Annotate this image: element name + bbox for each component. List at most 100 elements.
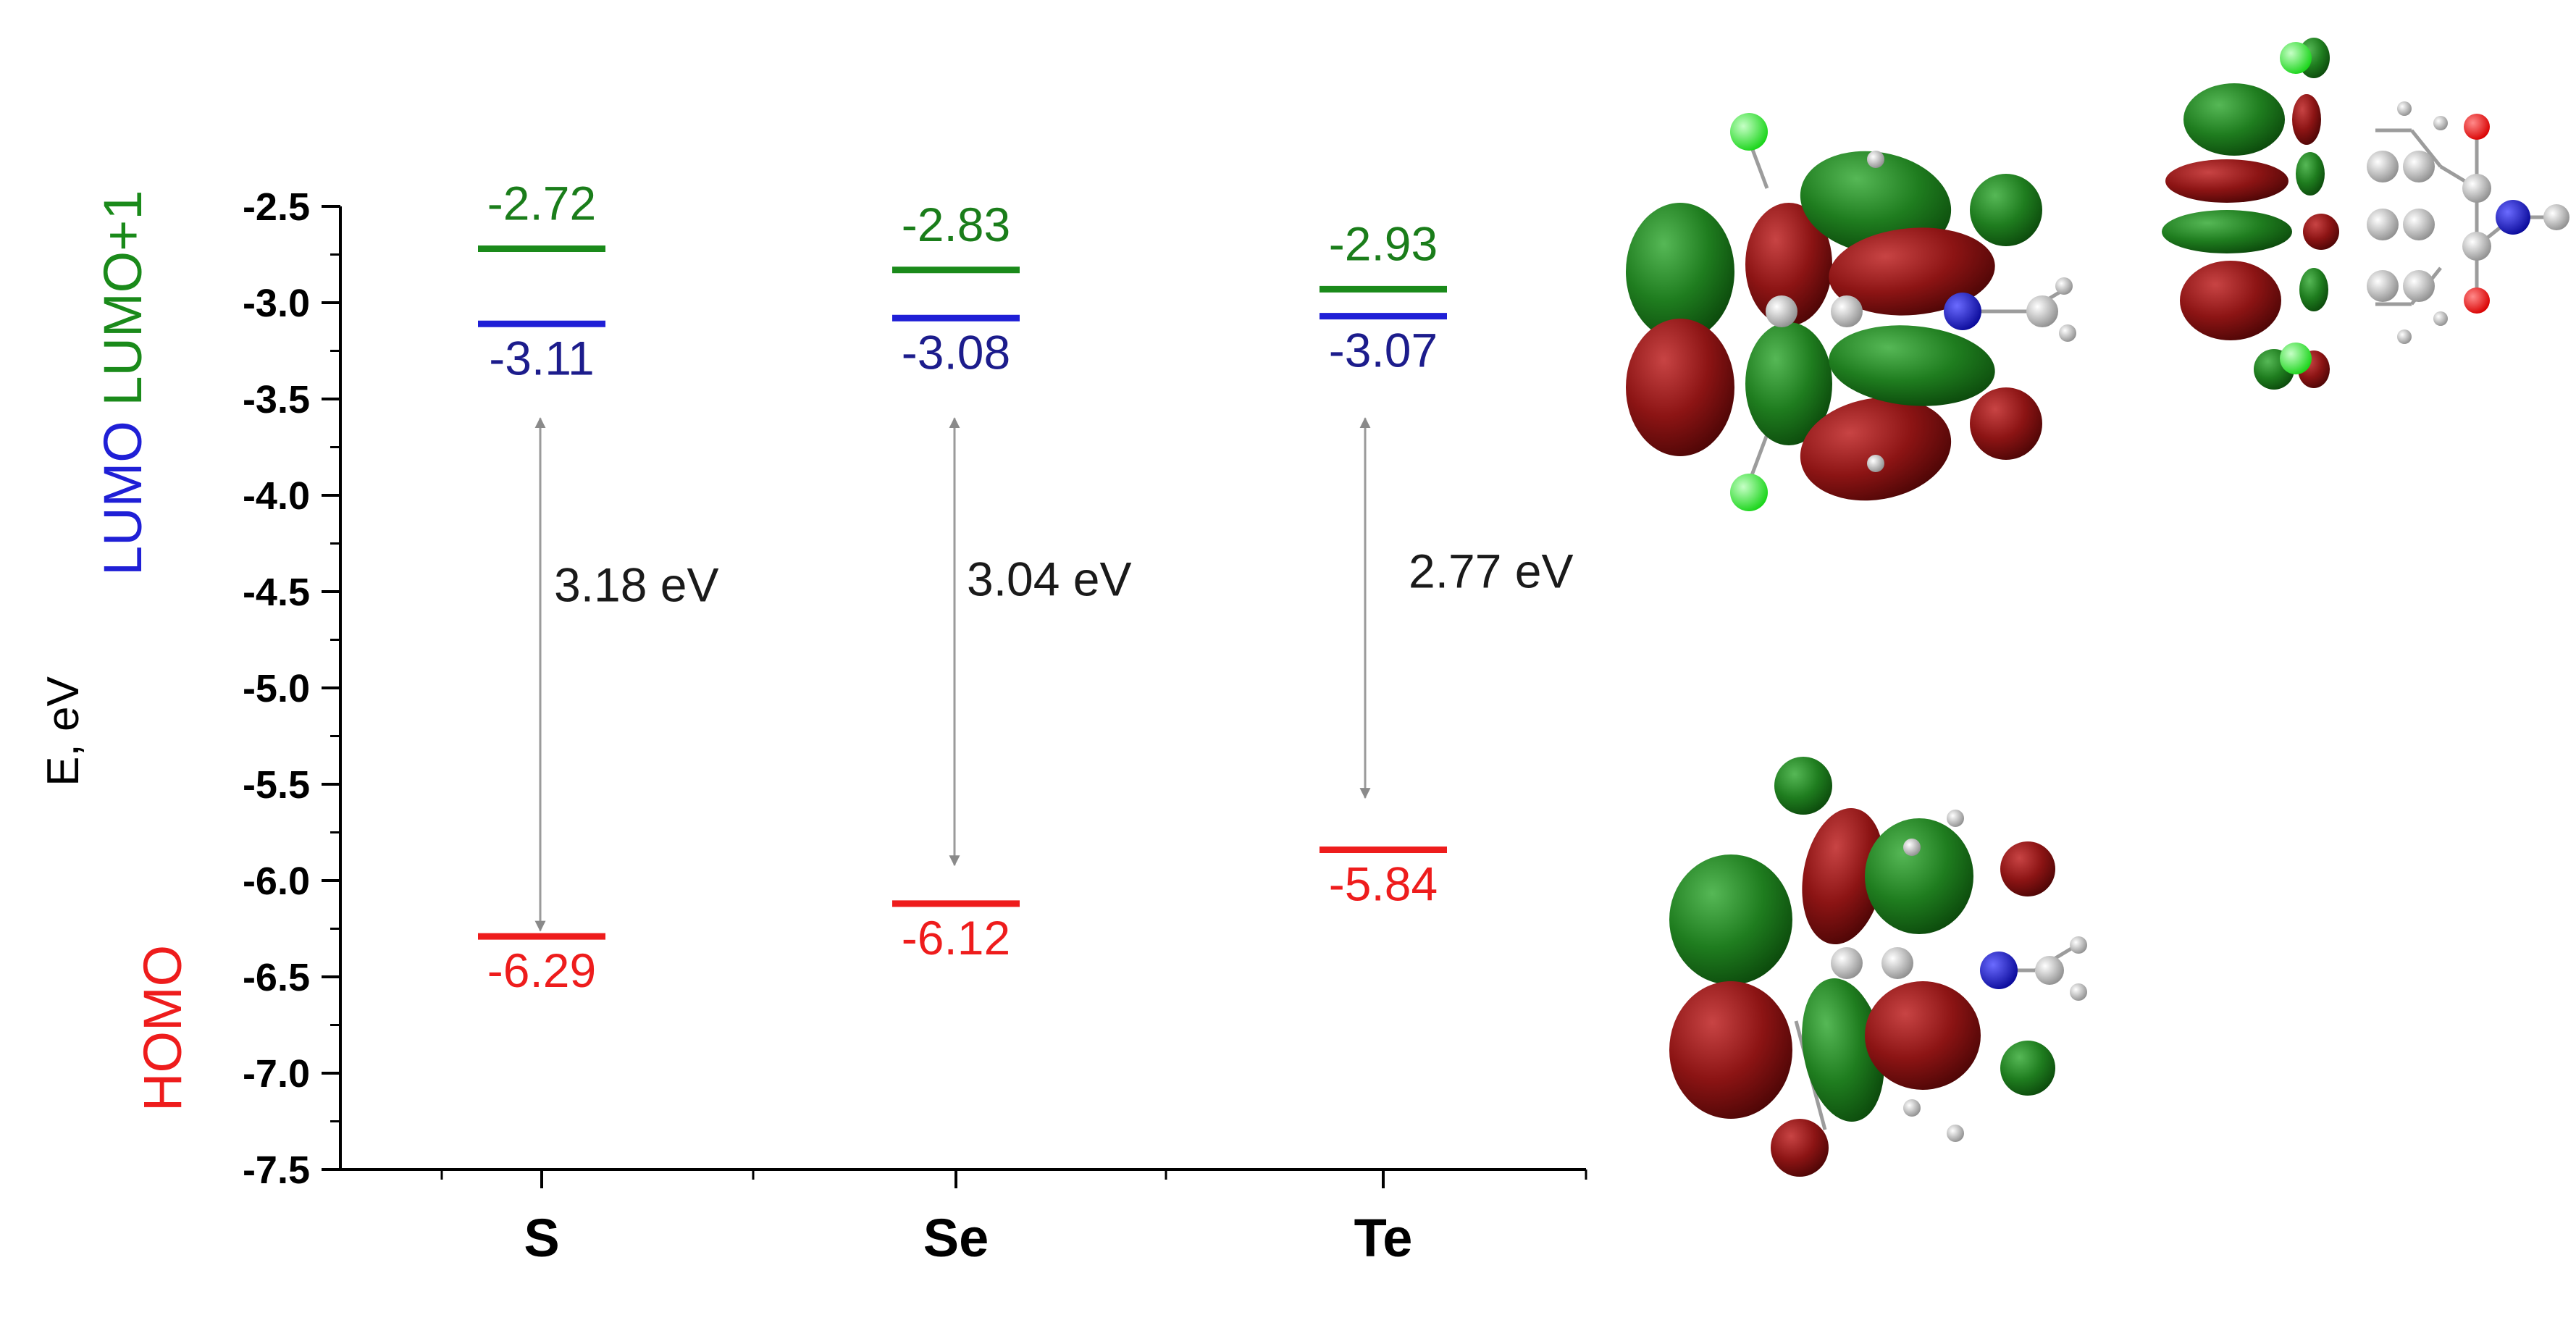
atom-sphere (2462, 174, 2491, 203)
atom-sphere (2059, 324, 2076, 342)
atom-sphere (1980, 952, 2018, 989)
energy-value-label: -5.84 (1329, 857, 1438, 910)
legend-item-lumo: LUMO (93, 421, 153, 576)
x-category-label: S (524, 1208, 559, 1268)
atom-sphere (2367, 151, 2399, 182)
red-lobe (1829, 227, 1995, 316)
atom-sphere (2367, 270, 2399, 302)
red-lobe (2180, 261, 2281, 340)
green-lobe (1669, 854, 1792, 985)
atom-sphere (2280, 343, 2312, 374)
atom-sphere (2543, 204, 2569, 230)
red-lobe (1771, 1119, 1829, 1177)
y-tick-label: -4.5 (243, 571, 310, 614)
energy-value-label: -2.72 (487, 177, 596, 230)
green-lobe (2183, 83, 2285, 156)
atom-sphere (1831, 947, 1863, 979)
atom-sphere (1903, 839, 1921, 856)
atom-sphere (1867, 151, 1884, 168)
green-lobe (2299, 268, 2328, 311)
red-lobe (1669, 981, 1792, 1119)
homo-orbital-picture (1669, 757, 2087, 1177)
lumo-plus-1-orbital-picture (2162, 38, 2569, 390)
atom-sphere (1766, 295, 1797, 327)
red-lobe (1800, 397, 1952, 501)
red-lobe (1802, 807, 1884, 945)
atom-sphere (2496, 200, 2530, 235)
red-lobe (2303, 214, 2339, 250)
y-tick-label: -7.0 (243, 1052, 310, 1096)
atom-sphere (2035, 956, 2064, 985)
green-lobe (1626, 203, 1734, 340)
atom-sphere (2070, 936, 2087, 954)
legend-item-homo: HOMO (133, 945, 193, 1112)
legend-lumo-group: LUMO LUMO+1 (93, 190, 153, 576)
band-gaps: 3.18 eV 3.04 eV 2.77 eV (534, 417, 1574, 932)
atom-sphere (2026, 295, 2058, 327)
atom-sphere (1903, 1099, 1921, 1117)
atom-bond (2410, 129, 2442, 168)
atom-sphere (2464, 287, 2490, 314)
y-tick-label: -3.5 (243, 378, 310, 421)
red-lobe (1970, 387, 2042, 460)
energy-value-label: -6.29 (487, 944, 596, 997)
atom-sphere (2403, 209, 2435, 240)
x-category-label: Te (1354, 1208, 1413, 1268)
atom-sphere (2403, 151, 2435, 182)
band-gap-label: 3.18 eV (554, 558, 719, 611)
energy-value-label: -3.11 (489, 331, 595, 385)
green-lobe (2000, 1041, 2055, 1096)
energy-value-label: -3.07 (1329, 324, 1438, 377)
atom-sphere (2464, 114, 2490, 140)
green-lobe (1745, 322, 1832, 445)
atom-sphere (2403, 270, 2435, 302)
atom-sphere (2280, 42, 2312, 74)
energy-value-label: -2.83 (902, 198, 1010, 251)
y-tick-label: -6.0 (243, 860, 310, 903)
green-lobe (2296, 152, 2325, 196)
energy-value-label: -6.12 (902, 911, 1010, 965)
atom-sphere (1944, 293, 1981, 330)
y-tick-label: -5.0 (243, 667, 310, 710)
y-tick-label: -3.0 (243, 282, 310, 325)
lumo-orbital-picture (1626, 113, 2076, 511)
atom-sphere (1947, 1125, 1964, 1142)
legend-item-lumo-plus-1: LUMO+1 (93, 190, 153, 406)
green-lobe (1802, 978, 1884, 1122)
atom-sphere (2367, 209, 2399, 240)
green-lobe (2162, 210, 2292, 253)
atom-sphere (2462, 232, 2491, 261)
atom-sphere (1947, 810, 1964, 827)
y-tick-label: -2.5 (243, 185, 310, 229)
red-lobe (1745, 203, 1832, 326)
green-lobe (1865, 818, 1973, 934)
y-axis: -2.5 -3.0 -3.5 -4.0 -4.5 -5.0 -5.5 -6.0 -6.5 -7.0… (243, 185, 342, 1192)
atom-sphere (1831, 295, 1863, 327)
atom-sphere (1730, 474, 1768, 511)
x-axis: S Se Te (340, 1168, 1587, 1268)
atom-sphere (2055, 277, 2073, 295)
legend: LUMO LUMO+1 HOMO (93, 190, 193, 1112)
y-tick-label: -7.5 (243, 1148, 310, 1192)
red-lobe (1626, 319, 1734, 456)
energy-value-label: -2.93 (1329, 217, 1438, 270)
green-lobe (1970, 174, 2042, 246)
atom-sphere (1881, 947, 1913, 979)
y-axis-title: E, eV (38, 676, 88, 786)
band-gap-label: 3.04 eV (967, 552, 1132, 605)
atom-sphere (2397, 101, 2412, 116)
energy-levels: -2.72 -2.83 -2.93 -3.11 -3.08 -3.07 -6.29 -6.12… (478, 177, 1447, 997)
atom-sphere (2433, 311, 2448, 326)
band-gap-label: 2.77 eV (1409, 545, 1574, 598)
atom-sphere (1730, 113, 1768, 151)
energy-value-label: -3.08 (902, 325, 1010, 379)
red-lobe (1865, 981, 1981, 1090)
atom-sphere (2433, 116, 2448, 130)
y-tick-label: -6.5 (243, 956, 310, 999)
atom-sphere (2397, 329, 2412, 344)
red-lobe (2292, 94, 2321, 145)
atom-sphere (2070, 983, 2087, 1001)
green-lobe (1829, 325, 1995, 406)
atom-sphere (1867, 455, 1884, 472)
